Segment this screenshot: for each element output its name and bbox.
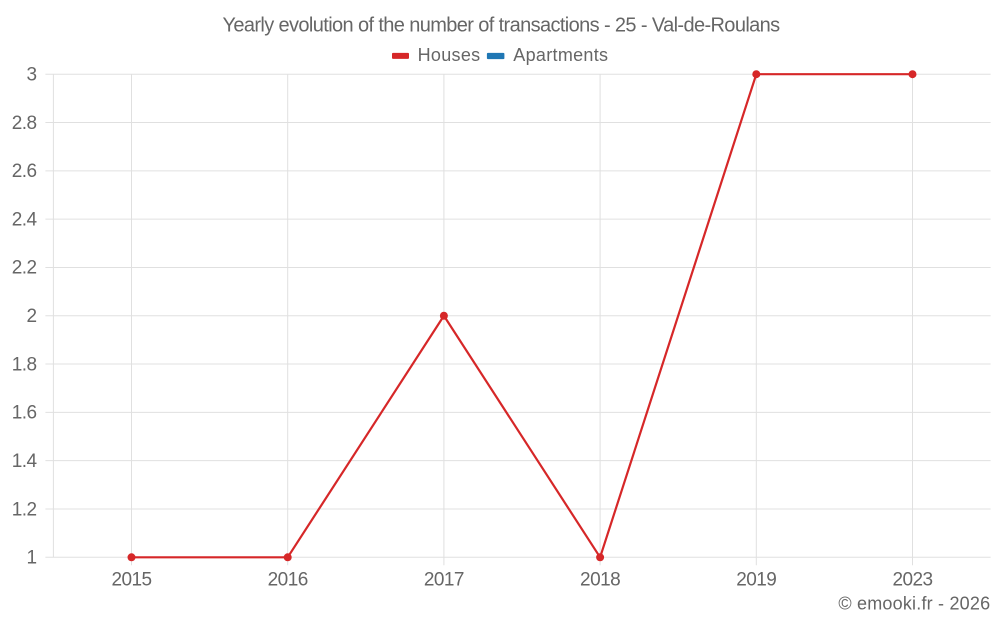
svg-text:2023: 2023 (892, 570, 932, 591)
svg-text:1.8: 1.8 (12, 354, 37, 375)
svg-text:2017: 2017 (424, 570, 464, 591)
svg-text:2015: 2015 (111, 570, 151, 591)
svg-text:1.2: 1.2 (12, 499, 37, 520)
svg-text:2.4: 2.4 (12, 209, 38, 230)
svg-text:2.2: 2.2 (12, 258, 37, 279)
svg-text:2: 2 (26, 306, 36, 327)
svg-text:3: 3 (26, 65, 36, 86)
svg-text:© emooki.fr - 2026: © emooki.fr - 2026 (838, 594, 990, 614)
svg-text:2018: 2018 (580, 570, 620, 591)
svg-text:2016: 2016 (268, 570, 308, 591)
svg-text:1: 1 (26, 548, 36, 569)
svg-text:2.8: 2.8 (12, 113, 37, 134)
svg-text:2019: 2019 (736, 570, 776, 591)
svg-text:2.6: 2.6 (12, 161, 37, 182)
svg-text:Yearly evolution of the number: Yearly evolution of the number of transa… (222, 14, 780, 36)
svg-text:Apartments: Apartments (513, 45, 608, 65)
svg-text:1.6: 1.6 (12, 403, 37, 424)
svg-text:1.4: 1.4 (12, 451, 38, 472)
svg-text:Houses: Houses (418, 45, 481, 65)
